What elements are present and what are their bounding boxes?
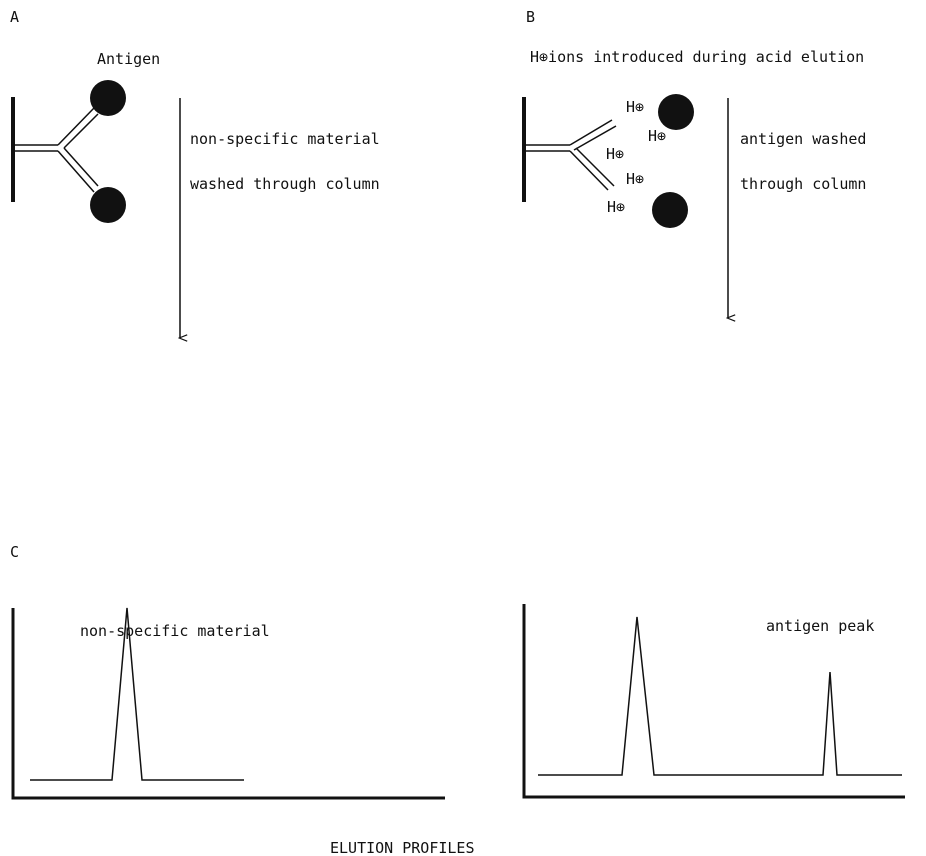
antigen [90,80,126,116]
header: H⊕ions introduced during acid elution [530,48,864,66]
note: non-specific material [190,130,380,148]
panel-label: C [10,543,19,561]
antibody [11,97,99,202]
note: washed through column [190,175,380,193]
ion-label: H⊕ [607,198,625,216]
panel-label: B [526,8,535,26]
ion-label: H⊕ [648,127,666,145]
antigen [90,187,126,223]
antigen [658,94,694,130]
note: through column [740,175,866,193]
elution-profile [522,604,905,799]
panel-label: A [10,8,19,26]
peak-label: non-specific material [80,622,270,640]
antibody [522,97,617,202]
antigen-title: Antigen [97,50,160,68]
caption: ELUTION PROFILES [330,839,475,856]
peak-label: antigen peak [766,617,874,635]
note: antigen washed [740,130,866,148]
antigen [652,192,688,228]
ion-label: H⊕ [626,98,644,116]
ion-label: H⊕ [626,170,644,188]
ion-label: H⊕ [606,145,624,163]
elution-profile [11,607,445,800]
